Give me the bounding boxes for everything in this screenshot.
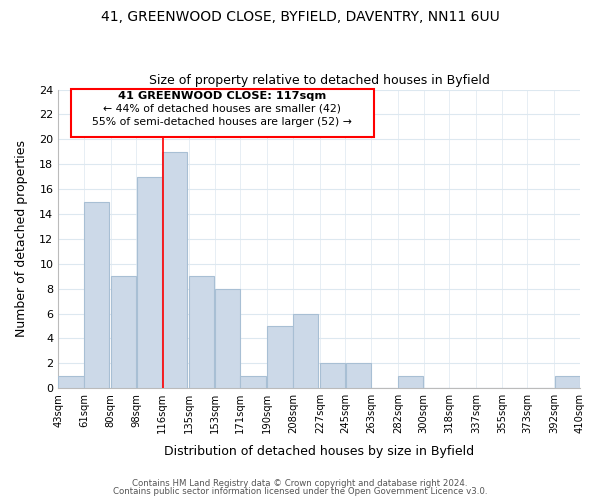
Bar	[71, 89, 374, 137]
Bar	[554, 376, 580, 388]
Bar	[268, 326, 293, 388]
Bar	[58, 376, 83, 388]
Y-axis label: Number of detached properties: Number of detached properties	[15, 140, 28, 338]
Title: Size of property relative to detached houses in Byfield: Size of property relative to detached ho…	[149, 74, 490, 87]
X-axis label: Distribution of detached houses by size in Byfield: Distribution of detached houses by size …	[164, 444, 474, 458]
Bar	[398, 376, 424, 388]
Bar	[137, 176, 162, 388]
Text: ← 44% of detached houses are smaller (42): ← 44% of detached houses are smaller (42…	[103, 103, 341, 113]
Bar	[84, 202, 109, 388]
Bar	[162, 152, 187, 388]
Bar	[241, 376, 266, 388]
Text: Contains public sector information licensed under the Open Government Licence v3: Contains public sector information licen…	[113, 487, 487, 496]
Text: Contains HM Land Registry data © Crown copyright and database right 2024.: Contains HM Land Registry data © Crown c…	[132, 478, 468, 488]
Text: 41 GREENWOOD CLOSE: 117sqm: 41 GREENWOOD CLOSE: 117sqm	[118, 92, 326, 102]
Bar	[320, 364, 345, 388]
Bar	[111, 276, 136, 388]
Text: 41, GREENWOOD CLOSE, BYFIELD, DAVENTRY, NN11 6UU: 41, GREENWOOD CLOSE, BYFIELD, DAVENTRY, …	[101, 10, 499, 24]
Text: 55% of semi-detached houses are larger (52) →: 55% of semi-detached houses are larger (…	[92, 117, 352, 127]
Bar	[293, 314, 318, 388]
Bar	[189, 276, 214, 388]
Bar	[346, 364, 371, 388]
Bar	[215, 288, 240, 388]
